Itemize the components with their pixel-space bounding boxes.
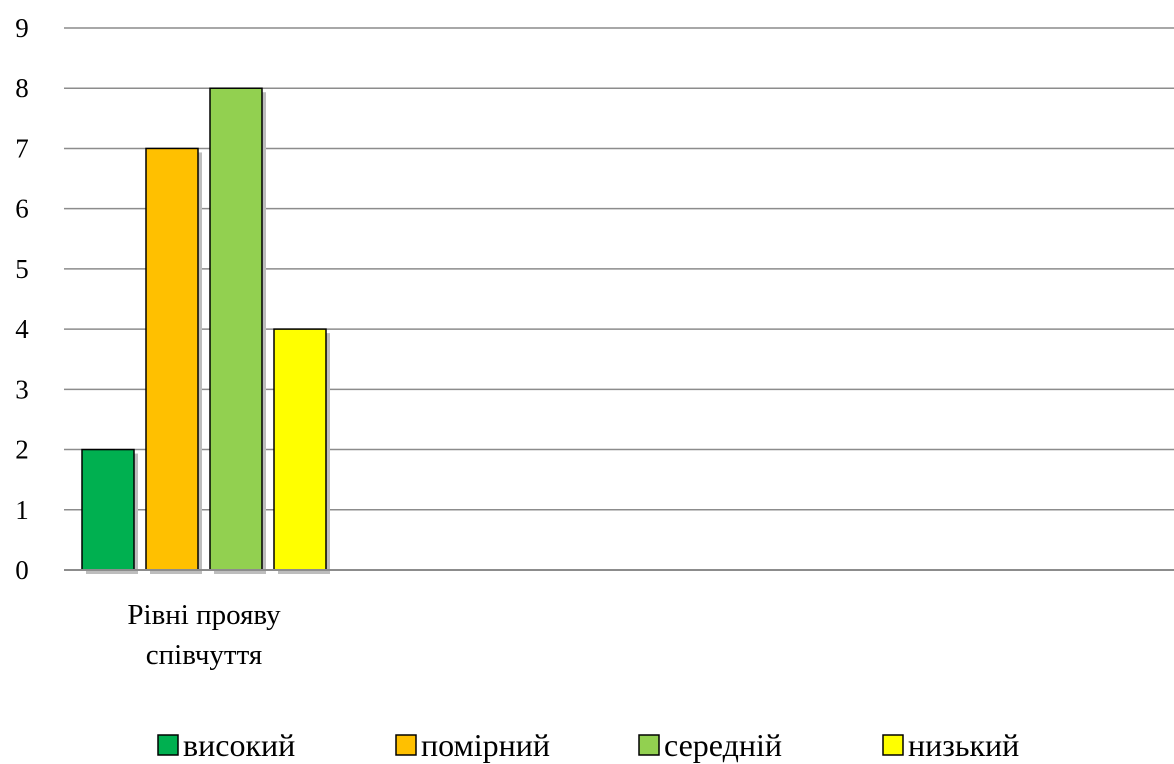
y-tick-label: 7 bbox=[15, 133, 29, 163]
legend-label: середній bbox=[664, 727, 782, 763]
legend-label: високий bbox=[183, 727, 295, 763]
y-tick-label: 6 bbox=[15, 194, 29, 224]
category-labels: Рівні прояву співчуття bbox=[127, 599, 281, 671]
y-tick-label: 3 bbox=[15, 374, 29, 404]
y-tick-label: 5 bbox=[15, 254, 29, 284]
bar-помірний bbox=[145, 147, 199, 571]
legend-label: помірний bbox=[421, 727, 550, 763]
bar-високий bbox=[81, 448, 135, 571]
y-tick-label: 4 bbox=[15, 314, 29, 344]
legend-swatch-низький bbox=[882, 734, 904, 756]
y-tick-label: 2 bbox=[15, 435, 29, 465]
legend-swatch-середній bbox=[638, 734, 660, 756]
bars bbox=[81, 87, 330, 574]
legend: високий помірний середній низький bbox=[157, 727, 1019, 763]
y-tick-label: 9 bbox=[15, 13, 29, 43]
y-tick-label: 8 bbox=[15, 73, 29, 103]
legend-swatch-високий bbox=[157, 734, 179, 756]
y-tick-label: 0 bbox=[15, 555, 29, 585]
legend-swatch-помірний bbox=[395, 734, 417, 756]
category-label: співчуття bbox=[146, 639, 262, 671]
y-axis-tick-labels: 0 1 2 3 4 5 6 7 8 9 bbox=[15, 13, 29, 585]
category-label: Рівні прояву bbox=[127, 599, 281, 631]
bar-низький bbox=[273, 328, 327, 571]
y-tick-label: 1 bbox=[15, 495, 29, 525]
bar-середній bbox=[209, 87, 263, 571]
legend-label: низький bbox=[908, 727, 1019, 763]
